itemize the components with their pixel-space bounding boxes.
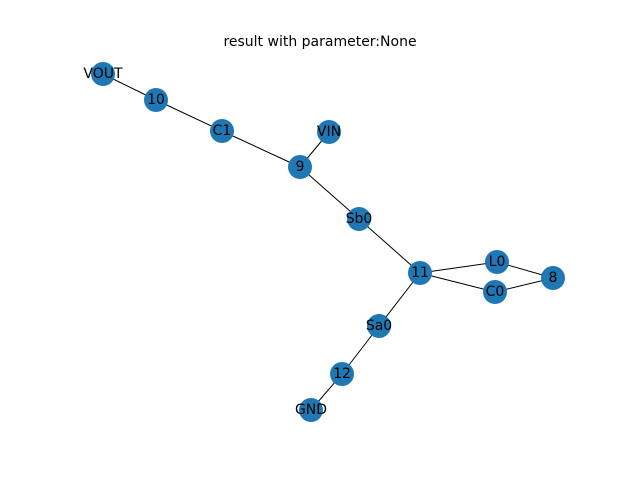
node-C1: C1 — [210, 119, 234, 143]
node-label-VOUT: VOUT — [83, 66, 123, 82]
node-circle-VIN — [317, 120, 341, 144]
node-VIN: VIN — [317, 120, 341, 144]
node-9: 9 — [288, 155, 312, 179]
edge-Sb0-11 — [358, 218, 421, 274]
node-GND: GND — [295, 398, 327, 422]
node-Sa0: Sa0 — [366, 314, 392, 338]
node-8: 8 — [541, 266, 565, 290]
node-label-Sb0: Sb0 — [346, 211, 373, 227]
node-label-9: 9 — [296, 159, 305, 175]
node-label-11: 11 — [411, 265, 429, 281]
node-10: 10 — [144, 88, 168, 112]
node-circle-C1 — [210, 119, 234, 143]
node-circle-C0 — [483, 280, 507, 304]
node-circle-VOUT — [91, 62, 115, 86]
edge-9-Sb0 — [299, 166, 360, 220]
node-circle-12 — [330, 362, 354, 386]
edge-11-L0 — [419, 261, 498, 274]
node-circle-Sa0 — [367, 314, 391, 338]
node-label-GND: GND — [295, 402, 327, 418]
node-circle-11 — [408, 261, 432, 285]
node-label-C0: C0 — [486, 284, 505, 300]
node-label-C1: C1 — [213, 123, 232, 139]
node-label-12: 12 — [333, 366, 351, 382]
node-circle-Sb0 — [347, 207, 371, 231]
node-label-VIN: VIN — [317, 124, 341, 140]
node-label-L0: L0 — [489, 254, 506, 270]
nodes-layer: VOUT 10 C1 VIN 9 Sb0 11 L0 C0 8 Sa0 12 GND — [83, 62, 565, 422]
node-VOUT: VOUT — [83, 62, 123, 86]
figure-title: result with parameter:None — [223, 34, 417, 50]
node-12: 12 — [330, 362, 354, 386]
edge-C1-9 — [221, 130, 301, 168]
node-circle-10 — [144, 88, 168, 112]
node-L0: L0 — [485, 250, 509, 274]
node-circle-8 — [541, 266, 565, 290]
node-C0: C0 — [483, 280, 507, 304]
node-Sb0: Sb0 — [346, 207, 373, 231]
node-circle-L0 — [485, 250, 509, 274]
node-circle-GND — [299, 398, 323, 422]
node-label-Sa0: Sa0 — [366, 318, 392, 334]
edge-10-C1 — [155, 99, 223, 132]
node-11: 11 — [408, 261, 432, 285]
node-label-8: 8 — [549, 270, 558, 286]
node-label-10: 10 — [147, 92, 165, 108]
node-circle-9 — [288, 155, 312, 179]
edge-11-C0 — [419, 272, 496, 293]
